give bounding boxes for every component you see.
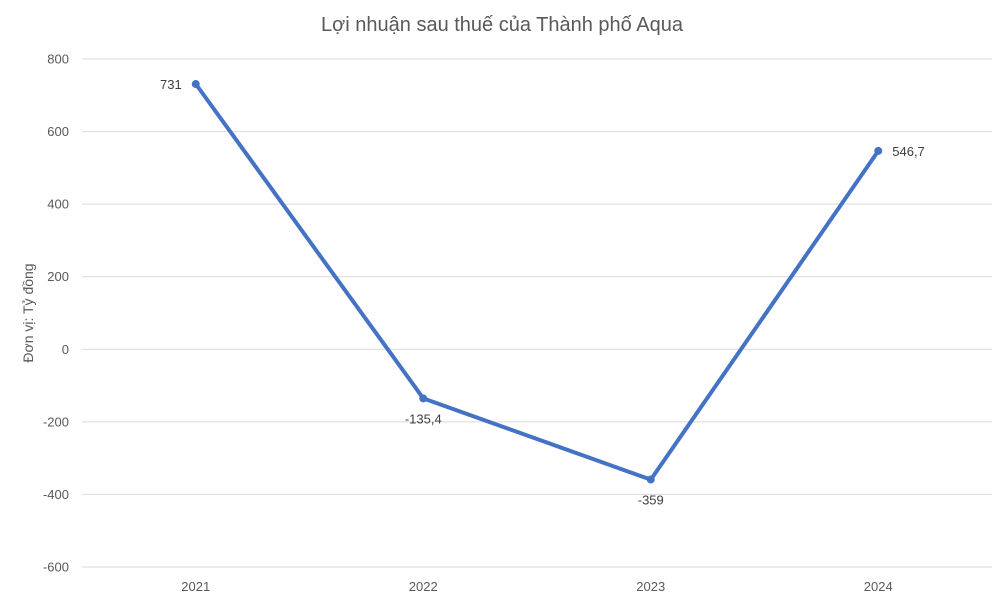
x-tick-label: 2022 [409,579,438,594]
series-layer [191,80,883,484]
data-point [874,146,883,155]
x-tick-label: 2024 [864,579,893,594]
data-label: 546,7 [892,144,925,159]
chart-title: Lợi nhuận sau thuế của Thành phố Aqua [321,14,684,36]
y-axis-ticks: 800 600 400 200 0 -200 -400 -600 [43,52,69,575]
x-tick-label: 2023 [636,579,665,594]
y-tick-label: 400 [47,197,69,212]
y-tick-label: 0 [62,342,69,357]
y-axis-label: Đơn vị: Tỷ đồng [20,263,36,362]
data-point [191,80,200,89]
y-tick-label: -400 [43,487,69,502]
data-point [646,475,655,484]
y-tick-label: -600 [43,560,69,575]
series-line [193,82,881,482]
gridlines [82,58,992,568]
data-label: -135,4 [405,411,442,426]
data-label: -359 [638,493,664,508]
y-tick-label: 600 [47,124,69,139]
data-labels: 731 -135,4 -359 546,7 [160,77,925,508]
y-tick-label: 200 [47,269,69,284]
y-tick-label: 800 [47,52,69,67]
x-tick-label: 2021 [181,579,210,594]
data-label: 731 [160,77,182,92]
data-point [419,394,428,403]
x-axis-ticks: 2021 2022 2023 2024 [181,579,892,594]
y-tick-label: -200 [43,414,69,429]
